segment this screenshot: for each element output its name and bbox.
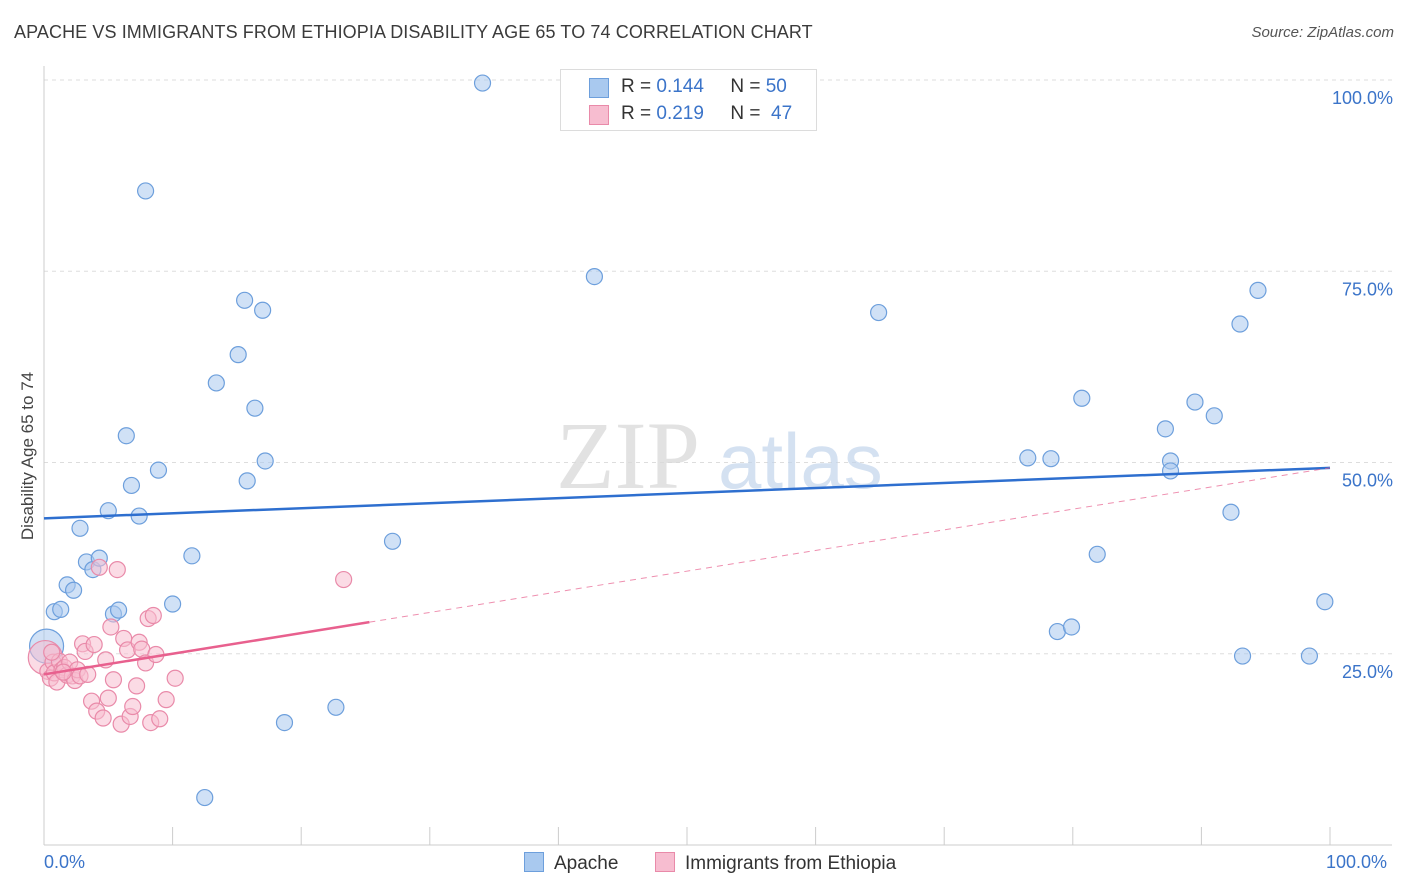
legend-r-label: R = xyxy=(621,76,652,97)
data-point xyxy=(149,461,168,479)
data-point xyxy=(151,710,169,728)
legend-swatch-ethiopia xyxy=(589,105,609,125)
correlation-legend: R = 0.144 N = 50 R = 0.219 N = 47 xyxy=(560,69,817,131)
data-point xyxy=(238,472,256,490)
data-point xyxy=(144,606,162,625)
data-point xyxy=(1249,281,1267,299)
legend-n-label: N = xyxy=(730,103,761,124)
data-point xyxy=(183,547,201,565)
source-label: Source: ZipAtlas.com xyxy=(1251,24,1394,41)
data-point xyxy=(1222,503,1240,521)
bottom-legend-ethiopia: Immigrants from Ethiopia xyxy=(655,852,896,875)
data-point xyxy=(99,689,117,707)
data-point xyxy=(236,291,254,309)
axes xyxy=(43,66,1392,846)
data-point xyxy=(473,74,492,92)
legend-r-value-apache: 0.144 xyxy=(656,76,704,97)
data-point xyxy=(1300,647,1319,665)
data-point xyxy=(102,618,120,636)
y-tick-label: 75.0% xyxy=(1342,279,1393,299)
series-ethiopia xyxy=(27,558,353,733)
bottom-legend-label-ethiopia: Immigrants from Ethiopia xyxy=(685,853,897,874)
data-point xyxy=(335,570,353,589)
legend-n-value-apache: 50 xyxy=(765,76,787,97)
bottom-legend-label-apache: Apache xyxy=(554,853,619,874)
data-point xyxy=(90,558,108,576)
data-point xyxy=(43,643,61,661)
legend-n-label: N = xyxy=(730,76,761,97)
y-tick-labels: 25.0% 50.0% 75.0% 100.0% xyxy=(1332,88,1393,682)
bottom-legend-swatch-apache xyxy=(524,852,544,872)
data-point xyxy=(870,303,888,322)
data-point xyxy=(1073,389,1091,407)
data-point xyxy=(1233,647,1252,665)
data-point xyxy=(246,399,264,417)
watermark-zip: ZIP xyxy=(556,402,700,509)
data-point xyxy=(1019,449,1037,467)
data-point xyxy=(124,697,142,716)
y-tick-label: 25.0% xyxy=(1342,662,1393,682)
data-point xyxy=(109,601,128,619)
data-point xyxy=(166,669,184,687)
data-point xyxy=(117,427,135,445)
x-tick-label-min: 0.0% xyxy=(44,852,86,872)
data-point xyxy=(585,268,604,286)
legend-swatch-apache xyxy=(589,78,609,98)
x-tick-label-max: 100.0% xyxy=(1326,852,1388,872)
trend-lines xyxy=(43,466,1331,676)
bottom-legend-swatch-ethiopia xyxy=(655,852,675,872)
y-tick-label: 100.0% xyxy=(1332,88,1393,108)
data-point xyxy=(52,600,70,618)
trend-line-0 xyxy=(43,466,1331,520)
data-point xyxy=(275,713,294,732)
data-point xyxy=(1062,618,1081,636)
data-point xyxy=(229,346,247,364)
data-point xyxy=(256,452,274,470)
chart-title: APACHE VS IMMIGRANTS FROM ETHIOPIA DISAB… xyxy=(14,22,813,42)
data-point xyxy=(383,532,402,550)
gridlines xyxy=(44,79,1392,655)
series-apache xyxy=(28,74,1334,807)
data-point xyxy=(196,788,214,807)
data-point xyxy=(136,182,155,200)
data-point xyxy=(104,671,123,689)
legend-r-label: R = xyxy=(621,103,652,124)
data-point xyxy=(85,635,103,654)
data-point xyxy=(1161,462,1180,480)
data-point xyxy=(127,677,146,695)
data-point xyxy=(1205,407,1223,425)
data-point xyxy=(1156,420,1174,438)
data-point xyxy=(327,698,345,716)
data-point xyxy=(164,595,182,613)
trend-line-extension-1 xyxy=(369,467,1331,623)
data-points xyxy=(27,74,1334,807)
data-point xyxy=(122,476,141,495)
trend-line-1 xyxy=(43,620,370,676)
legend-n-value-ethiopia: 47 xyxy=(771,103,793,124)
data-point xyxy=(1048,622,1066,641)
data-point xyxy=(1088,545,1106,563)
data-point xyxy=(108,560,126,579)
data-point xyxy=(1186,393,1204,411)
data-point xyxy=(64,581,83,599)
data-point xyxy=(1042,450,1060,468)
data-point xyxy=(207,374,225,392)
y-tick-label: 50.0% xyxy=(1342,471,1393,491)
data-point xyxy=(254,301,272,319)
data-point xyxy=(157,691,175,709)
data-point xyxy=(1316,593,1334,611)
legend-r-value-ethiopia: 0.219 xyxy=(656,103,704,124)
data-point xyxy=(71,519,89,537)
data-point xyxy=(1231,315,1249,333)
data-point xyxy=(94,709,112,727)
bottom-legend-apache: Apache xyxy=(524,852,618,875)
